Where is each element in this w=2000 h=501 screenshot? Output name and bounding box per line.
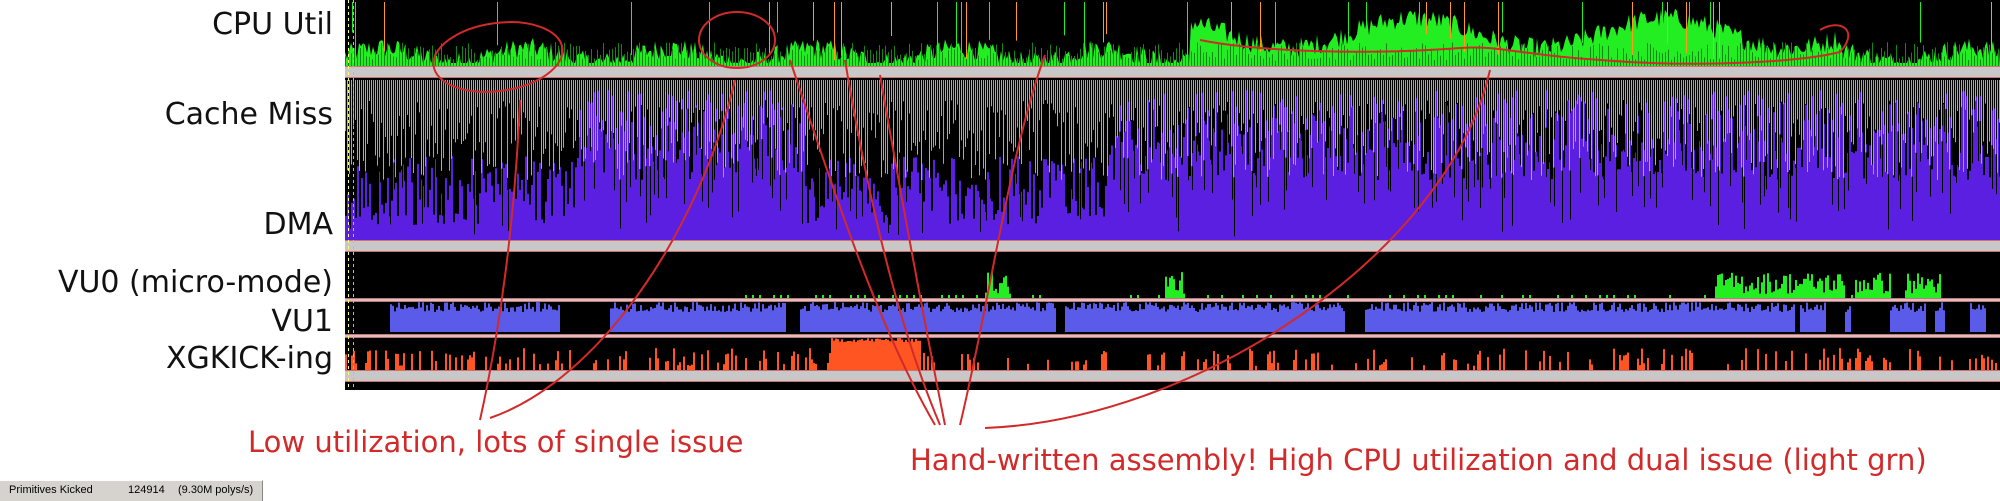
profiler-timeline[interactable] (345, 0, 2000, 390)
track-label-vu0: VU0 (micro-mode) (57, 265, 333, 300)
cache-dma-track (345, 80, 2000, 241)
status-bar: Primitives Kicked 124914 (9.30M polys/s) (0, 480, 263, 501)
status-rate: (9.30M polys/s) (178, 484, 254, 496)
track-label-column: CPU Util Cache Miss DMA VU0 (micro-mode)… (0, 0, 345, 390)
annotation-low-utilization: Low utilization, lots of single issue (248, 425, 744, 459)
status-count: 124914 (128, 484, 165, 496)
cpu-util-track (345, 2, 2000, 66)
track-label-cache-miss: Cache Miss (164, 97, 333, 132)
track-label-vu1: VU1 (271, 304, 333, 339)
status-label: Primitives Kicked (9, 484, 93, 496)
vu1-track (390, 302, 1986, 332)
xgkick-track (345, 338, 1997, 370)
time-cursor-markers[interactable] (348, 0, 354, 387)
annotation-hand-written-assembly: Hand-written assembly! High CPU utilizat… (910, 443, 1927, 477)
vu0-track (745, 272, 1941, 298)
track-label-dma: DMA (263, 207, 333, 242)
track-label-cpu-util: CPU Util (212, 7, 333, 42)
track-label-xgkick: XGKICK-ing (165, 341, 333, 376)
